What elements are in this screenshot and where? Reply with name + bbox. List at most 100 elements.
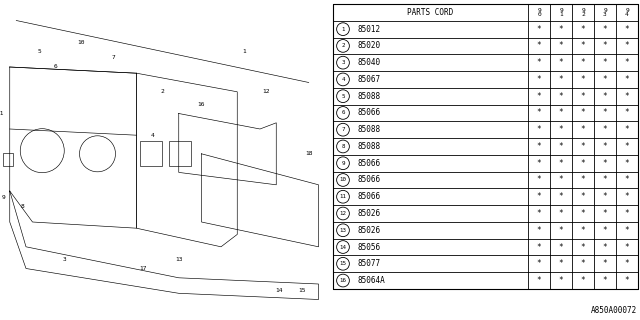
Text: 17: 17 <box>140 266 147 271</box>
Text: *: * <box>580 276 586 285</box>
Text: *: * <box>625 243 629 252</box>
Text: *: * <box>625 226 629 235</box>
Text: 85056: 85056 <box>358 243 381 252</box>
Text: 85077: 85077 <box>358 259 381 268</box>
Text: *: * <box>580 75 586 84</box>
Text: 85020: 85020 <box>358 41 381 50</box>
Text: *: * <box>580 159 586 168</box>
Text: *: * <box>580 175 586 184</box>
Text: 12: 12 <box>263 89 270 94</box>
Text: 85064A: 85064A <box>358 276 386 285</box>
Text: 5: 5 <box>341 94 345 99</box>
Text: 14: 14 <box>276 288 284 293</box>
Text: 9
2: 9 2 <box>581 8 585 17</box>
Text: 16: 16 <box>198 102 205 107</box>
Text: *: * <box>559 92 563 101</box>
Text: 85088: 85088 <box>358 142 381 151</box>
Text: 11: 11 <box>0 111 4 116</box>
Text: *: * <box>603 41 607 50</box>
Text: *: * <box>580 226 586 235</box>
Text: 5: 5 <box>37 49 41 54</box>
Text: *: * <box>580 25 586 34</box>
Text: 13: 13 <box>175 257 182 262</box>
Text: 10: 10 <box>339 178 346 182</box>
Text: 9
3: 9 3 <box>603 8 607 17</box>
Text: 4: 4 <box>341 77 345 82</box>
Text: 6: 6 <box>53 65 57 69</box>
Text: *: * <box>559 226 563 235</box>
Text: 85067: 85067 <box>358 75 381 84</box>
Text: 7: 7 <box>112 55 116 60</box>
Text: *: * <box>537 243 541 252</box>
Text: *: * <box>559 75 563 84</box>
Bar <box>140 141 162 166</box>
Text: *: * <box>603 142 607 151</box>
Text: *: * <box>603 75 607 84</box>
Bar <box>169 141 191 166</box>
Text: 85026: 85026 <box>358 226 381 235</box>
Text: *: * <box>537 41 541 50</box>
Text: *: * <box>537 226 541 235</box>
Text: *: * <box>603 259 607 268</box>
Text: 9
1: 9 1 <box>559 8 563 17</box>
Text: *: * <box>580 259 586 268</box>
Text: *: * <box>537 75 541 84</box>
Text: 9
0: 9 0 <box>537 8 541 17</box>
Text: *: * <box>625 125 629 134</box>
Text: *: * <box>625 259 629 268</box>
Text: 18: 18 <box>305 151 312 156</box>
Text: *: * <box>537 108 541 117</box>
Text: 15: 15 <box>298 288 306 293</box>
Text: *: * <box>580 142 586 151</box>
Text: *: * <box>625 58 629 67</box>
Text: 14: 14 <box>339 244 346 250</box>
Text: 85066: 85066 <box>358 159 381 168</box>
Text: *: * <box>559 25 563 34</box>
Text: *: * <box>603 175 607 184</box>
Text: 3: 3 <box>63 257 67 262</box>
Text: 9: 9 <box>341 161 345 166</box>
Text: *: * <box>625 41 629 50</box>
Text: 13: 13 <box>339 228 346 233</box>
Text: *: * <box>537 58 541 67</box>
Text: *: * <box>559 58 563 67</box>
Text: A850A00072: A850A00072 <box>591 306 637 315</box>
Text: *: * <box>559 209 563 218</box>
Text: *: * <box>603 92 607 101</box>
Text: *: * <box>537 25 541 34</box>
Text: *: * <box>537 259 541 268</box>
Text: *: * <box>603 159 607 168</box>
Text: *: * <box>537 209 541 218</box>
Text: *: * <box>625 192 629 201</box>
Text: 85066: 85066 <box>358 175 381 184</box>
Text: *: * <box>559 175 563 184</box>
Text: *: * <box>559 276 563 285</box>
Text: 6: 6 <box>341 110 345 116</box>
Text: *: * <box>580 209 586 218</box>
Text: *: * <box>603 192 607 201</box>
Text: 4: 4 <box>151 133 155 138</box>
Text: *: * <box>625 25 629 34</box>
Text: 2: 2 <box>161 89 164 94</box>
Text: 3: 3 <box>341 60 345 65</box>
Text: 1: 1 <box>242 49 246 54</box>
Bar <box>333 4 638 289</box>
Text: 85066: 85066 <box>358 192 381 201</box>
Text: 85026: 85026 <box>358 209 381 218</box>
Text: *: * <box>625 108 629 117</box>
Text: 11: 11 <box>339 194 346 199</box>
Text: *: * <box>559 108 563 117</box>
Text: *: * <box>625 159 629 168</box>
Text: *: * <box>625 75 629 84</box>
Text: *: * <box>559 192 563 201</box>
Text: *: * <box>603 125 607 134</box>
Text: *: * <box>559 243 563 252</box>
Text: *: * <box>580 41 586 50</box>
Text: 16: 16 <box>339 278 346 283</box>
Text: *: * <box>559 41 563 50</box>
Text: *: * <box>603 226 607 235</box>
Text: *: * <box>603 243 607 252</box>
Text: 2: 2 <box>341 44 345 48</box>
Text: *: * <box>559 125 563 134</box>
Text: *: * <box>559 142 563 151</box>
